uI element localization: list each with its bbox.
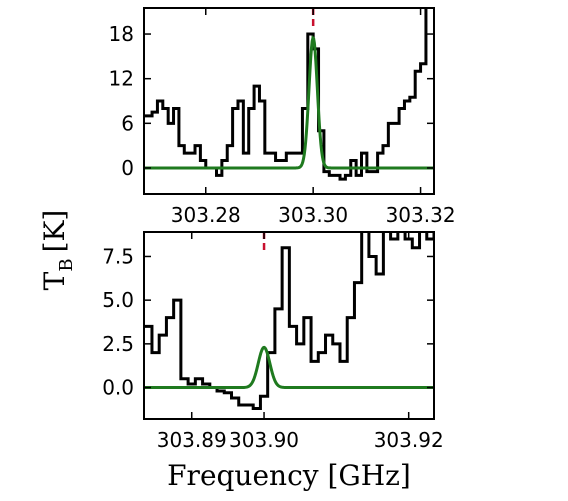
- plot-area: [144, 232, 434, 411]
- y-tick-label: 0: [121, 156, 134, 180]
- y-tick-label: 18: [109, 22, 134, 46]
- observed-spectrum: [144, 232, 434, 411]
- plot-area: [144, 8, 434, 181]
- top-spectrum-panel: 303.28 303.30 303.32 0 6 12 18: [109, 7, 456, 227]
- x-tick-label: 303.28: [171, 203, 241, 227]
- x-tick-label: 303.30: [278, 203, 348, 227]
- model-fit-line: [144, 345, 434, 390]
- observed-spectrum: [144, 8, 428, 181]
- y-tick-label: 6: [121, 111, 134, 135]
- plot-frame: [143, 7, 435, 195]
- y-tick-label: 0.0: [102, 376, 134, 400]
- x-tick-label: 303.32: [386, 203, 456, 227]
- x-tick-label: 303.92: [374, 428, 444, 452]
- bottom-spectrum-panel: 303.89 303.90 303.92 0.0 2.5 5.0 7.5: [102, 231, 444, 452]
- x-tick-label: 303.89: [157, 428, 227, 452]
- x-axis-label: Frequency [GHz]: [167, 459, 411, 492]
- x-tick-label: 303.90: [229, 428, 299, 452]
- y-axis-label: TB[K]: [38, 210, 77, 291]
- model-fit-line: [144, 35, 434, 170]
- y-tick-label: 5.0: [102, 288, 134, 312]
- y-tick-label: 7.5: [102, 244, 134, 268]
- y-tick-label: 2.5: [102, 332, 134, 356]
- y-tick-label: 12: [109, 67, 134, 91]
- plot-frame: [143, 231, 435, 420]
